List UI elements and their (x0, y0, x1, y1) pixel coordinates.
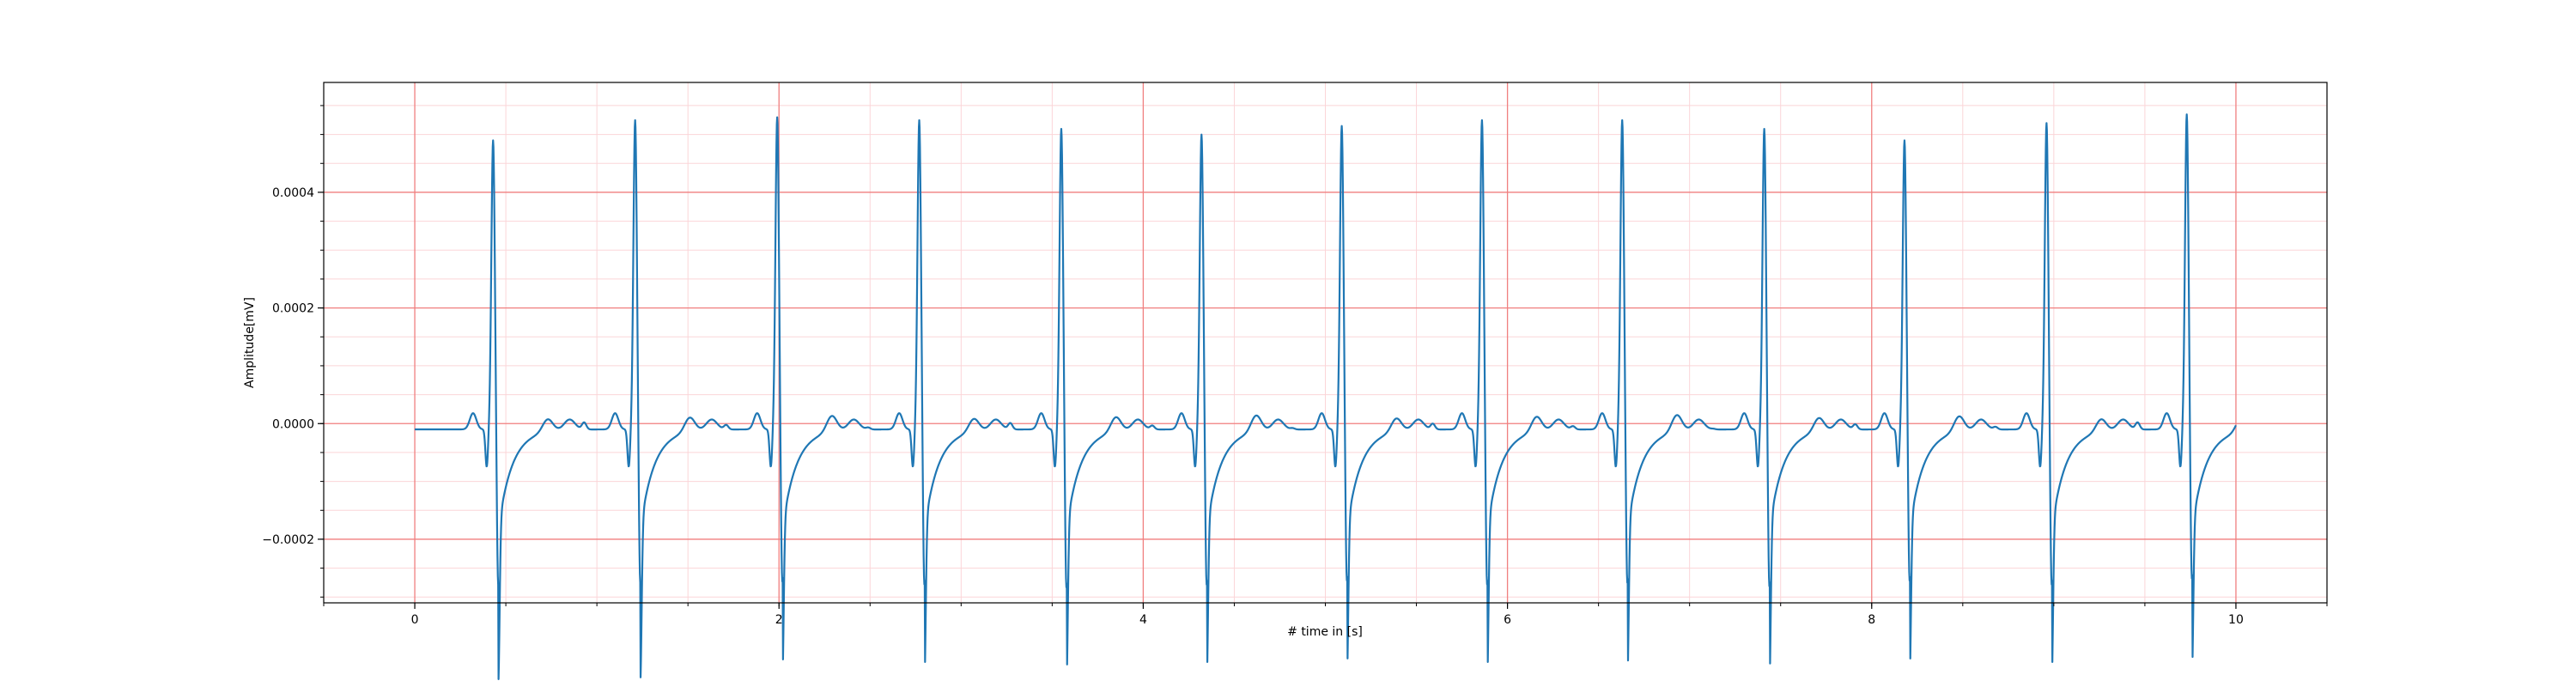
y-axis-ticks: −0.0002 0.0000 0.0002 0.0004 (262, 105, 324, 598)
minor-grid (323, 82, 2328, 603)
x-tick-label: 4 (1139, 613, 1147, 627)
x-tick-label: 10 (2228, 613, 2244, 627)
x-tick-label: 0 (411, 613, 419, 627)
major-grid (324, 82, 2327, 603)
x-tick-label: 6 (1504, 613, 1511, 627)
y-tick-label: −0.0002 (262, 533, 314, 547)
x-axis-ticks: 0 2 4 6 8 10 (323, 603, 2328, 627)
y-tick-label: 0.0004 (272, 186, 314, 200)
x-tick-label: 8 (1868, 613, 1875, 627)
y-axis-label: Amplitude[mV] (243, 297, 257, 388)
y-tick-label: 0.0000 (272, 417, 314, 431)
x-tick-label: 2 (775, 613, 783, 627)
y-tick-label: 0.0002 (272, 302, 314, 316)
x-axis-label: # time in [s] (1287, 625, 1363, 639)
ecg-series-line (414, 113, 2237, 680)
series-layer (414, 113, 2237, 680)
